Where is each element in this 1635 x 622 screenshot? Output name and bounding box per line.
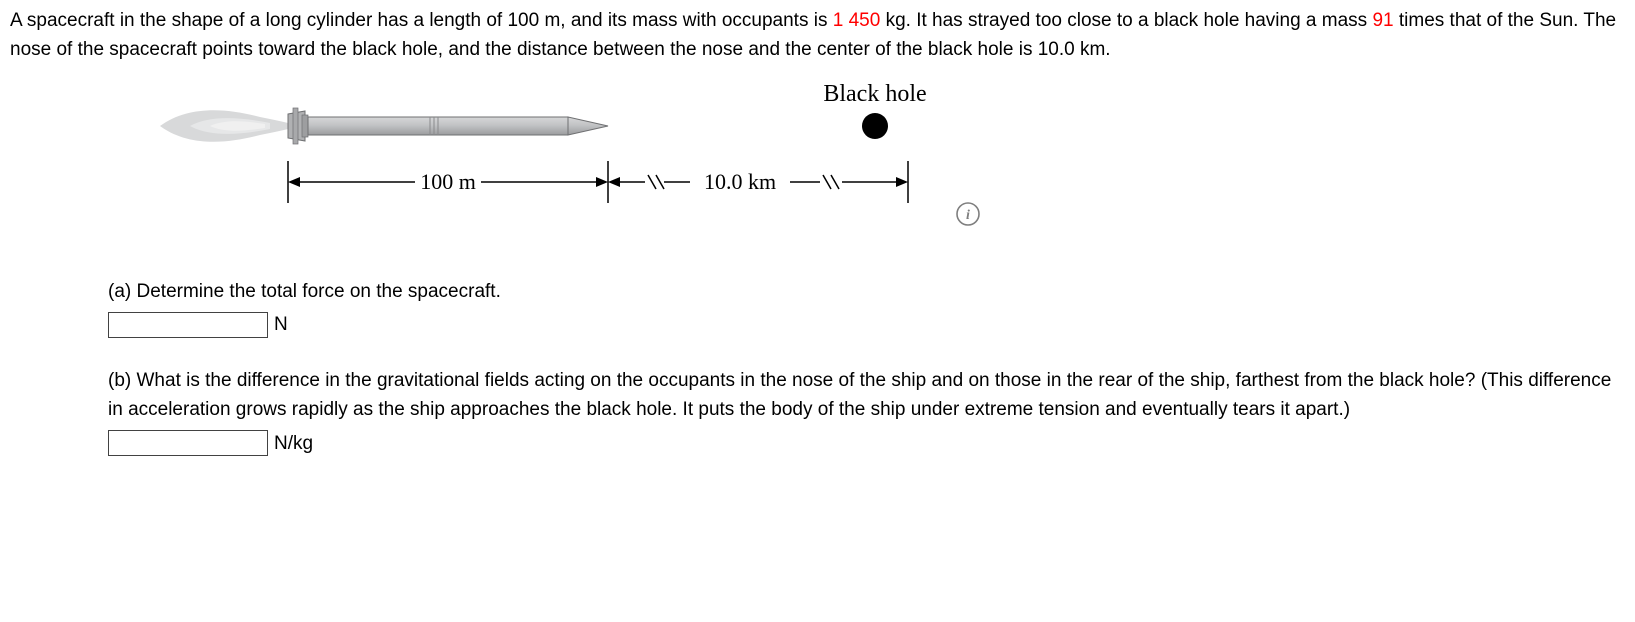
- part-b-prompt: (b) What is the difference in the gravit…: [108, 366, 1625, 425]
- black-hole-label: Black hole: [823, 81, 926, 107]
- part-a-input[interactable]: [108, 312, 268, 338]
- spacecraft-mass: 1 450: [833, 10, 881, 31]
- blackhole-mass-factor: 91: [1372, 10, 1393, 31]
- part-a-unit: N: [274, 310, 288, 339]
- distance-dimension: 10.0 km: [608, 161, 908, 203]
- svg-text:i: i: [966, 208, 970, 223]
- part-b-unit: N/kg: [274, 429, 313, 458]
- intro-part1: A spacecraft in the shape of a long cyli…: [10, 10, 833, 31]
- length-label: 100 m: [420, 169, 476, 194]
- part-a-prompt: (a) Determine the total force on the spa…: [108, 277, 1625, 306]
- info-icon[interactable]: i: [957, 203, 979, 225]
- part-b-input[interactable]: [108, 430, 268, 456]
- exhaust-icon: [160, 110, 288, 142]
- figure: Black hole: [10, 79, 1625, 247]
- ship-nose-icon: [568, 117, 608, 135]
- black-hole-icon: [862, 113, 888, 139]
- ship-tail-icon: [288, 108, 308, 144]
- length-dimension: 100 m: [288, 161, 608, 203]
- intro-part2: kg. It has strayed too close to a black …: [880, 10, 1372, 31]
- distance-label: 10.0 km: [704, 169, 776, 194]
- ship-body-icon: [308, 117, 568, 135]
- problem-statement: A spacecraft in the shape of a long cyli…: [10, 6, 1625, 65]
